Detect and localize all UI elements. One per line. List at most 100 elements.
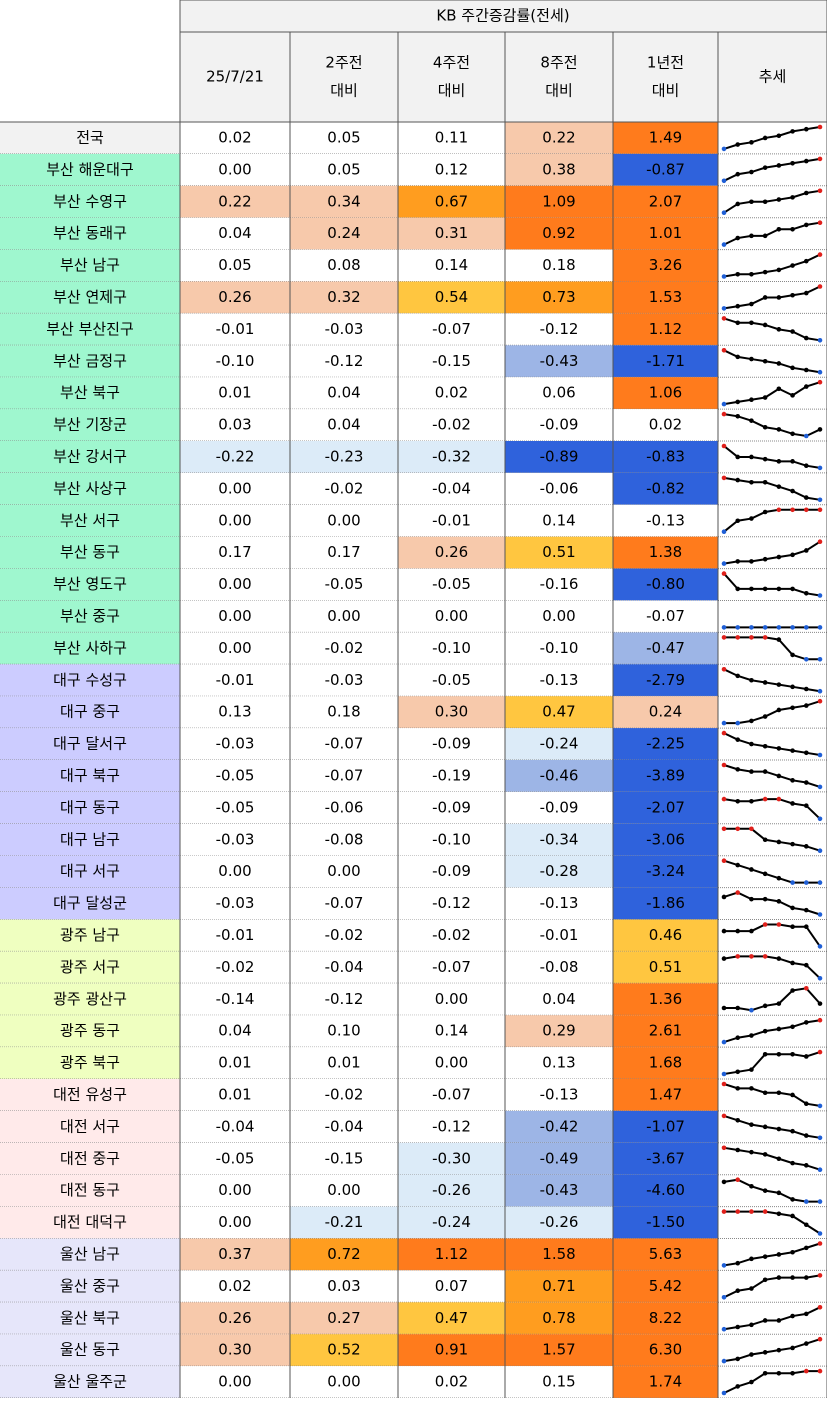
trend-point (749, 454, 754, 460)
trend-point (762, 269, 768, 275)
value: -0.04 (432, 479, 471, 497)
value-cell (180, 536, 290, 569)
value: -0.34 (540, 830, 579, 848)
value-cell (613, 1366, 718, 1398)
value: 0.52 (327, 1341, 360, 1359)
value: 0.00 (327, 511, 360, 529)
value: -0.47 (646, 639, 685, 657)
value-cell (505, 1270, 613, 1303)
value: 0.71 (542, 1277, 575, 1295)
value: -0.04 (325, 958, 364, 976)
value-cell (505, 377, 613, 410)
value-cell (613, 951, 718, 984)
trend-point (735, 1288, 741, 1294)
value: -0.01 (432, 511, 471, 529)
value: -0.07 (325, 766, 364, 784)
value: -0.09 (540, 416, 579, 434)
value-cell (398, 664, 505, 697)
trend-point (776, 1275, 782, 1280)
value: -0.03 (216, 735, 255, 753)
value-cell (398, 632, 505, 665)
region-cell (0, 1174, 180, 1207)
value-cell (505, 185, 613, 218)
trend-point (749, 301, 754, 307)
trend-point (776, 1090, 782, 1096)
trend-point (776, 1318, 782, 1323)
trend-point (803, 962, 809, 968)
trend-point (817, 220, 823, 225)
trend-point (817, 752, 823, 758)
value: 0.06 (542, 384, 575, 402)
trend-point (776, 922, 782, 927)
trend-point (790, 195, 795, 200)
value: -0.09 (432, 735, 471, 753)
value: 0.04 (218, 224, 251, 242)
trend-point (762, 1188, 768, 1193)
value-cell (505, 153, 613, 186)
value: 2.61 (649, 1022, 682, 1040)
value: 0.14 (435, 256, 468, 274)
value-cell (505, 919, 613, 952)
region-label: 광주 광산구 (53, 990, 127, 1008)
column-header: 1년전 (647, 54, 684, 72)
trend-point (790, 1092, 795, 1098)
value: 0.47 (435, 1309, 468, 1327)
trend-point (776, 1347, 782, 1353)
region-cell (0, 409, 180, 441)
region-label: 부산 남구 (60, 256, 120, 274)
value-cell (398, 983, 505, 1016)
value-cell (398, 791, 505, 824)
value: -1.71 (646, 352, 685, 370)
trend-point (790, 263, 795, 268)
region-label: 부산 동구 (60, 543, 120, 561)
trend-point (790, 841, 795, 847)
trend-point (776, 1190, 782, 1196)
region-label: 대구 서구 (60, 862, 120, 880)
trend-point (749, 418, 754, 423)
region-label: 대전 대덕구 (53, 1213, 127, 1231)
trend-point (776, 586, 782, 592)
value: 0.00 (218, 1213, 251, 1231)
trend-point (803, 657, 809, 662)
value-cell (505, 1334, 613, 1367)
value: -1.07 (646, 1117, 685, 1135)
trend-point (735, 477, 741, 483)
region-label: 부산 기장군 (53, 416, 127, 434)
value: -3.89 (646, 766, 685, 784)
value-cell (398, 536, 505, 569)
value: -0.12 (540, 320, 579, 338)
trend-point (776, 1370, 782, 1376)
value: -0.26 (540, 1213, 579, 1231)
value-cell (613, 1079, 718, 1111)
trend-point (735, 1035, 741, 1041)
trend-point (721, 316, 727, 321)
trend-point (721, 571, 727, 576)
trend-point (762, 1277, 768, 1283)
trend-point (790, 1213, 795, 1219)
trend-point (749, 1086, 754, 1091)
trend-point (803, 258, 809, 264)
trend-point (762, 509, 768, 515)
region-label: 부산 사하구 (53, 639, 127, 657)
trend-line (723, 476, 821, 501)
trend-point (817, 976, 823, 981)
trend-point (790, 329, 795, 334)
trend-point (762, 135, 768, 141)
trend-point (776, 554, 782, 560)
region-cell (0, 1206, 180, 1239)
trend-point (749, 169, 754, 175)
value: 0.22 (218, 192, 251, 210)
trend-point (803, 803, 809, 808)
value-cell (505, 217, 613, 250)
trend-point (776, 746, 782, 751)
value: 5.63 (649, 1245, 682, 1263)
trend-point (817, 427, 823, 432)
value-cell (398, 696, 505, 729)
trend-point (721, 730, 727, 736)
trend-line (723, 1338, 821, 1363)
value: 1.49 (649, 128, 682, 146)
value-cell (290, 1206, 398, 1239)
value-cell (613, 664, 718, 697)
value-cell (613, 600, 718, 633)
value-cell (180, 791, 290, 824)
